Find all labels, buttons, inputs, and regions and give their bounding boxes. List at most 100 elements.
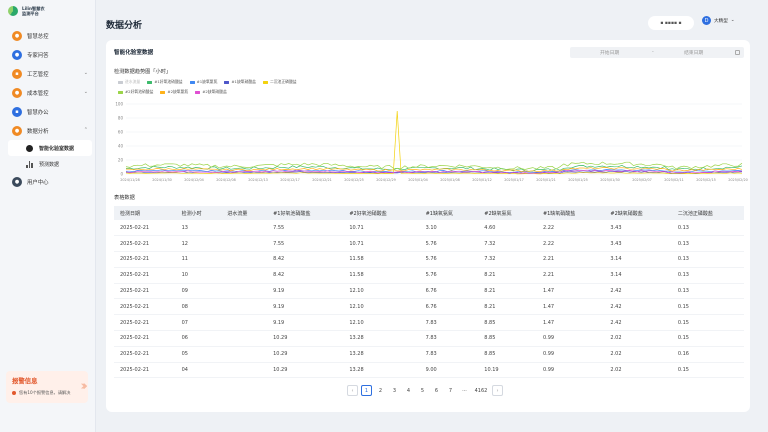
chevron-down-icon: ⌄ (730, 18, 735, 23)
legend-item[interactable]: 进水流量 (118, 79, 140, 85)
legend-item[interactable]: #2缺氧硝酸盐 (195, 89, 227, 95)
sidebar-item-office[interactable]: ▪ 智慧办公 (8, 102, 92, 121)
sidebar-item-analysis[interactable]: ● 数据分析 ⌃ (8, 121, 92, 140)
page-button[interactable]: 5 (420, 387, 425, 394)
table-cell: 2.21 (536, 267, 605, 284)
app-logo[interactable]: Lilin智慧农 监测平台 (8, 6, 45, 16)
x-tick-label: 2024/12/17 (280, 178, 300, 182)
page-button[interactable]: 3 (392, 387, 397, 394)
page-button[interactable]: 6 (434, 387, 439, 394)
prev-page-button[interactable]: ‹ (347, 385, 358, 396)
table-cell (221, 235, 268, 253)
table-cell: 8.21 (478, 267, 537, 284)
process-icon: ▪ (12, 68, 22, 79)
calendar-icon[interactable] (735, 50, 740, 55)
legend-item[interactable]: 二沉池正磷酸盐 (262, 79, 297, 85)
x-tick-label: 2025/01/17 (504, 178, 524, 182)
table-cell: 8.42 (267, 267, 344, 284)
x-tick-label: 2024/11/28 (120, 178, 140, 182)
sidebar-item-label: 用户中心 (27, 179, 49, 186)
table-cell: 12.10 (343, 283, 420, 300)
card-title: 智能化验室数据 (114, 50, 154, 56)
sidebar-item-label: 智慧办公 (27, 109, 49, 116)
next-page-button[interactable]: › (492, 385, 503, 396)
sidebar-item-user-center[interactable]: ● 用户中心 (8, 172, 92, 191)
chevron-down-icon[interactable]: ⌄ (83, 70, 88, 76)
column-header[interactable]: #2缺氧硝酸盐 (604, 206, 672, 220)
table-cell: 7.83 (419, 346, 479, 363)
page-button[interactable]: 2 (378, 387, 383, 394)
column-header[interactable]: #2好氧池硝酸盐 (343, 206, 420, 220)
series-line (125, 161, 743, 170)
column-header[interactable]: 二沉池正磷酸盐 (671, 206, 744, 220)
end-date-input[interactable]: 结束日期 (684, 51, 704, 56)
table-cell: 7.83 (419, 330, 479, 347)
header-badge[interactable]: ▪ ▪▪▪▪ ▪ (648, 16, 694, 30)
y-tick-label: 100 (115, 102, 123, 107)
table-cell: 7.83 (419, 314, 479, 332)
table-cell: 2025-02-21 (114, 346, 176, 363)
page-button[interactable]: 7 (448, 387, 453, 394)
chevron-down-icon[interactable]: ⌄ (83, 89, 88, 95)
bar-chart-icon (26, 160, 33, 168)
column-header[interactable]: 检测日期 (114, 206, 176, 220)
table-cell: 0.15 (671, 362, 744, 379)
legend-item[interactable]: #2缺氧氨氮 (160, 89, 188, 95)
table-cell: 10.19 (478, 362, 537, 379)
table-cell: 12.10 (343, 298, 420, 316)
sidebar-subitem-forecast[interactable]: 预测数据 (8, 156, 92, 172)
table-row: 2025-02-21 07 9.19 12.10 7.83 8.85 1.47 2.42 0.1… (114, 314, 744, 332)
table-cell: 2025-02-21 (114, 220, 176, 237)
column-header[interactable]: 检测小时 (175, 206, 222, 220)
table-row: 2025-02-21 11 8.42 11.58 5.76 7.32 2.21 3.14 0.1… (114, 251, 744, 268)
column-header[interactable]: #1缺氧氨氮 (419, 206, 479, 220)
chart-legend: 进水流量 #1好氧池硝酸盐 #1缺氧氨氮 #1缺氧硝酸盐 二沉池正磷酸盐 #2好氧池硝酸盐… (118, 79, 338, 95)
table-cell: 3.43 (604, 235, 672, 253)
table-cell: 2025-02-21 (114, 362, 176, 379)
date-separator: - (652, 50, 654, 55)
legend-label: #2好氧池硝酸盐 (125, 89, 154, 94)
column-header[interactable]: #1好氧池硝酸盐 (267, 206, 344, 220)
legend-item[interactable]: #1缺氧氨氮 (189, 79, 217, 85)
chevron-up-icon[interactable]: ⌃ (83, 127, 88, 133)
column-header[interactable]: #1缺氧硝酸盐 (536, 206, 605, 220)
sidebar-item-cost[interactable]: ● 成本管控 ⌄ (8, 83, 92, 102)
x-tick-label: 2024/12/29 (376, 178, 396, 182)
page-button[interactable]: 4 (406, 387, 411, 394)
sidebar-item-expert[interactable]: ● 专家问答 (8, 45, 92, 64)
legend-swatch (195, 90, 201, 94)
table-cell: 0.99 (536, 346, 605, 363)
x-tick-label: 2025/02/15 (696, 178, 716, 182)
sidebar-item-process[interactable]: ▪ 工艺管控 ⌄ (8, 64, 92, 83)
page-ellipsis[interactable]: ··· (462, 387, 467, 394)
x-tick-label: 2025/01/08 (440, 178, 460, 182)
x-tick-label: 2024/12/13 (248, 178, 268, 182)
alarm-panel[interactable]: 报警信息 您有10个报警信息，请解决 ››› (6, 371, 88, 403)
table-row: 2025-02-21 10 8.42 11.58 5.76 8.21 2.21 3.14 0.1… (114, 267, 744, 284)
table-cell: 05 (175, 346, 222, 363)
pagination: ‹ 1 2 3 4 5 6 7 ··· 4162 › (347, 385, 503, 396)
user-menu[interactable]: D 大精型 ⌄ (702, 16, 735, 25)
page-button[interactable]: 1 (361, 385, 372, 396)
table-row: 2025-02-21 13 7.55 10.71 3.10 4.60 2.22 3.43 0.1… (114, 220, 744, 237)
legend-item[interactable]: #1好氧池硝酸盐 (147, 79, 183, 85)
legend-swatch (262, 80, 268, 84)
sidebar-item-dashboard[interactable]: ● 智慧总控 (8, 26, 92, 45)
legend-item[interactable]: #1缺氧硝酸盐 (224, 79, 256, 85)
column-header[interactable]: #2缺氧氨氮 (478, 206, 537, 220)
start-date-input[interactable]: 开始日期 (600, 51, 620, 56)
table-row: 2025-02-21 04 10.29 13.28 9.00 10.19 0.99 2.02 0… (114, 362, 744, 379)
column-header[interactable]: 进水流量 (221, 206, 268, 220)
table-cell: 1.47 (536, 283, 605, 300)
series-line (125, 165, 743, 172)
date-range-picker[interactable]: 开始日期 - 结束日期 (570, 47, 744, 58)
table-cell: 9.19 (267, 283, 344, 300)
legend-label: #2缺氧硝酸盐 (202, 89, 227, 94)
table-cell: 3.14 (604, 251, 672, 268)
legend-item[interactable]: #2好氧池硝酸盐 (118, 89, 153, 95)
table-cell: 1.47 (536, 314, 605, 332)
legend-swatch (224, 80, 230, 84)
line-chart: 0 20 40 60 80 100 2024/11/28 2024/11/30 2024/12/… (115, 102, 747, 183)
sidebar-subitem-lab-data[interactable]: 智能化验室数据 (8, 140, 92, 156)
last-page-button[interactable]: 4162 (474, 387, 488, 394)
